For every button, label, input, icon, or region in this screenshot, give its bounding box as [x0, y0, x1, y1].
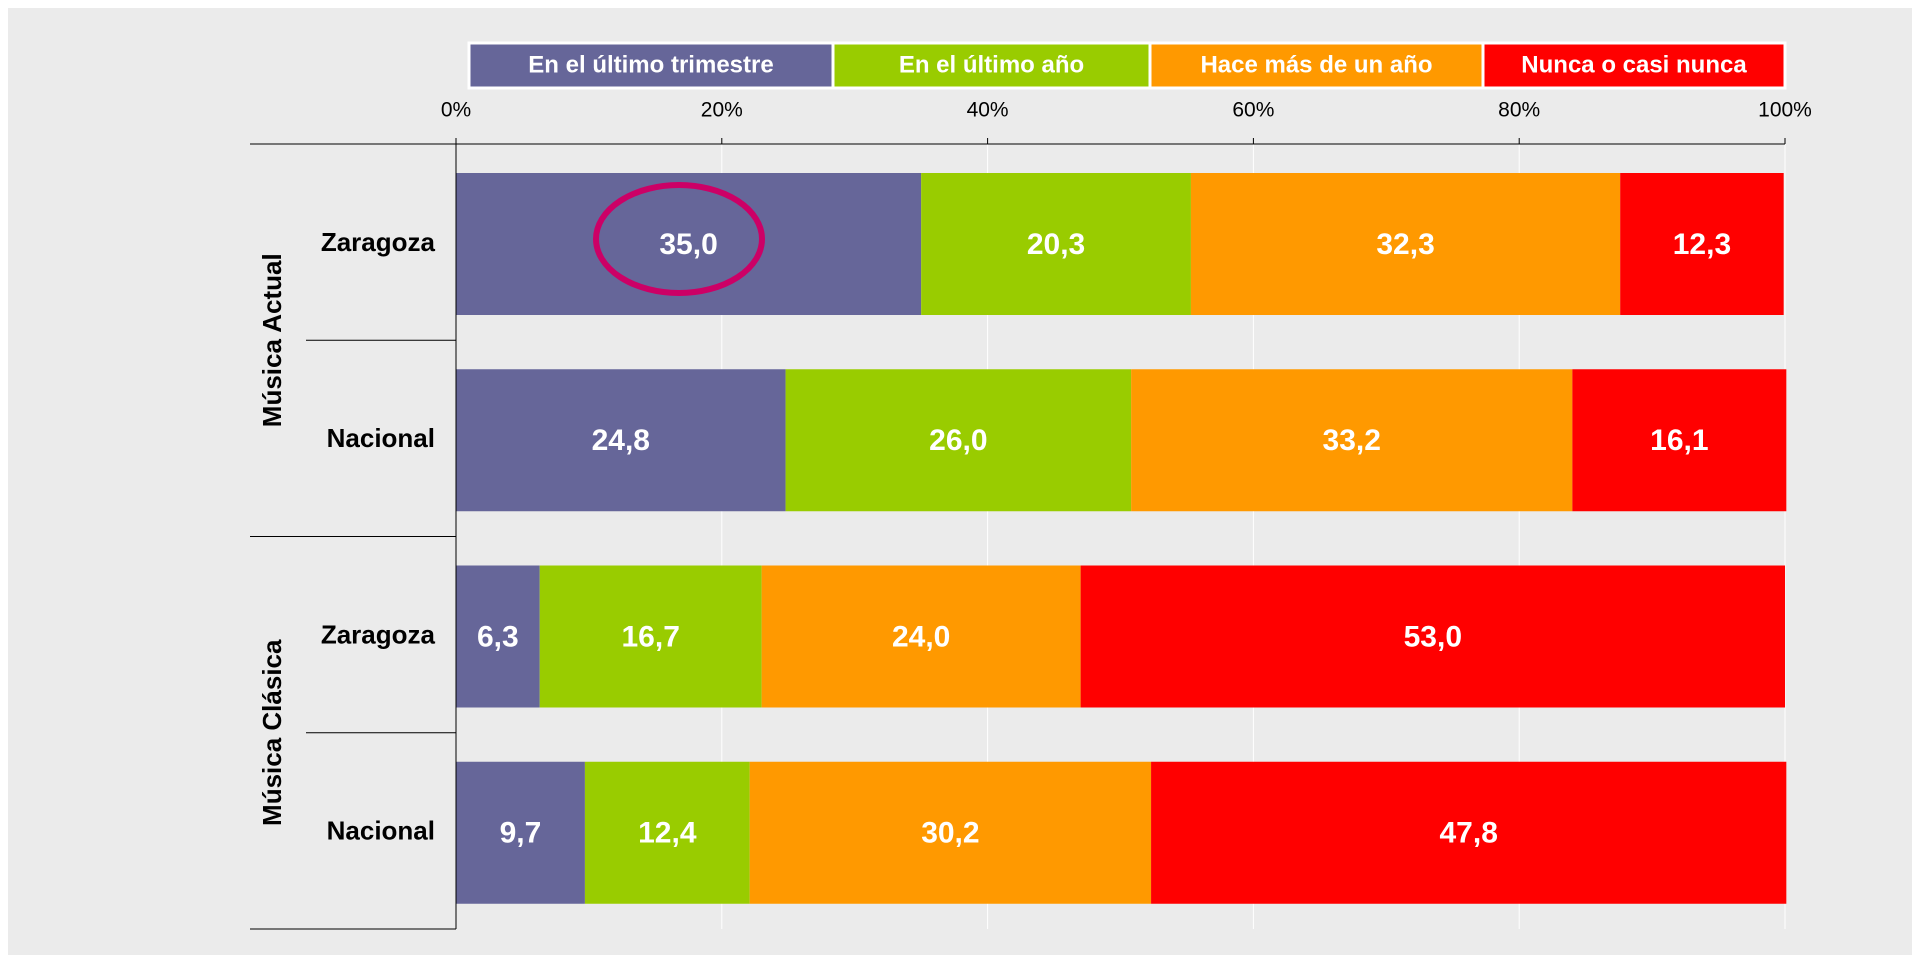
group-label: Música Actual	[257, 253, 287, 427]
legend-swatch	[1148, 41, 1485, 90]
x-tick-label: 0%	[441, 99, 471, 122]
bar-segment	[1080, 565, 1785, 708]
bar-segment	[1190, 173, 1621, 315]
value-label: 35,0	[659, 228, 717, 261]
bar-segment	[761, 565, 1081, 708]
value-label: 47,8	[1440, 817, 1498, 850]
value-label: 30,2	[921, 817, 979, 850]
legend-label: Nunca o casi nunca	[1521, 51, 1747, 78]
annotation-circle	[593, 182, 765, 296]
bar-segment	[785, 369, 1132, 512]
value-label: 24,8	[592, 424, 650, 457]
bar-segment	[539, 565, 762, 708]
legend-label: En el último año	[899, 51, 1084, 78]
x-tick-label: 100%	[1758, 99, 1812, 122]
bar-segment	[1620, 173, 1784, 315]
value-label: 12,4	[638, 817, 697, 850]
value-label: 9,7	[500, 817, 542, 850]
bar-segment	[456, 761, 585, 904]
legend-swatch	[467, 41, 835, 90]
bar-segment	[921, 173, 1191, 315]
category-label: Zaragoza	[321, 619, 436, 649]
bar-segment	[749, 761, 1152, 904]
legend-label: Hace más de un año	[1200, 51, 1432, 78]
bar-segment	[456, 369, 786, 512]
value-label: 6,3	[477, 620, 519, 653]
value-label: 32,3	[1376, 228, 1434, 261]
value-label: 24,0	[892, 620, 950, 653]
value-label: 16,7	[622, 620, 680, 653]
bar-segment	[1131, 369, 1573, 512]
category-label: Nacional	[327, 816, 435, 846]
bar-segment	[456, 565, 540, 708]
category-label: Zaragoza	[321, 227, 436, 257]
value-label: 16,1	[1650, 424, 1708, 457]
value-label: 20,3	[1027, 228, 1085, 261]
legend-label: En el último trimestre	[528, 51, 773, 78]
bar-segment	[1151, 761, 1787, 904]
x-tick-label: 80%	[1498, 99, 1540, 122]
x-tick-label: 40%	[967, 99, 1009, 122]
category-label: Nacional	[327, 423, 435, 453]
value-label: 53,0	[1404, 620, 1462, 653]
value-label: 12,3	[1673, 228, 1731, 261]
legend-swatch	[1481, 41, 1787, 90]
group-label: Música Clásica	[257, 639, 287, 826]
bar-segment	[1572, 369, 1787, 512]
x-tick-label: 20%	[701, 99, 743, 122]
x-tick-label: 60%	[1232, 99, 1274, 122]
bar-segment	[584, 761, 750, 904]
value-label: 33,2	[1323, 424, 1381, 457]
value-label: 26,0	[929, 424, 987, 457]
legend-swatch	[831, 41, 1152, 90]
